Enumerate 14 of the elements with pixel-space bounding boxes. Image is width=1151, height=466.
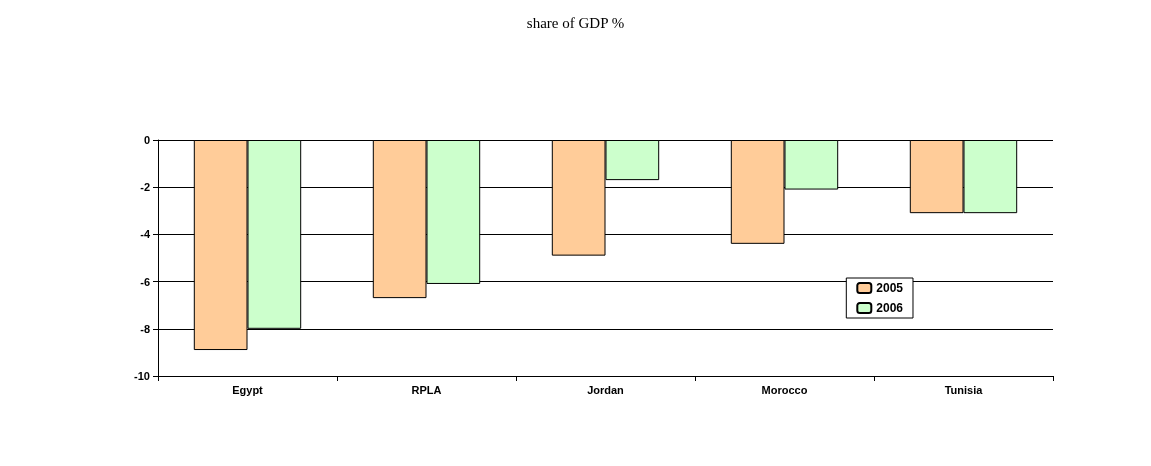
- x-tick-label: Jordan: [587, 383, 625, 396]
- y-tick-label: -8: [140, 322, 150, 335]
- x-tick-label: Egypt: [232, 383, 264, 396]
- y-tick-label: -2: [140, 181, 150, 194]
- y-tick-label: -10: [134, 370, 150, 382]
- y-tick-label: -4: [140, 228, 151, 241]
- x-tick-label: Morocco: [761, 383, 808, 396]
- y-tick-label: 0: [143, 134, 150, 146]
- legend-label: 2005: [876, 281, 904, 295]
- x-tick-label: Tunisia: [944, 383, 984, 396]
- chart-title: share of GDP %: [526, 14, 625, 31]
- y-tick-label: -6: [140, 275, 150, 288]
- x-tick-label: RPLA: [411, 383, 442, 396]
- legend-label: 2006: [876, 301, 904, 315]
